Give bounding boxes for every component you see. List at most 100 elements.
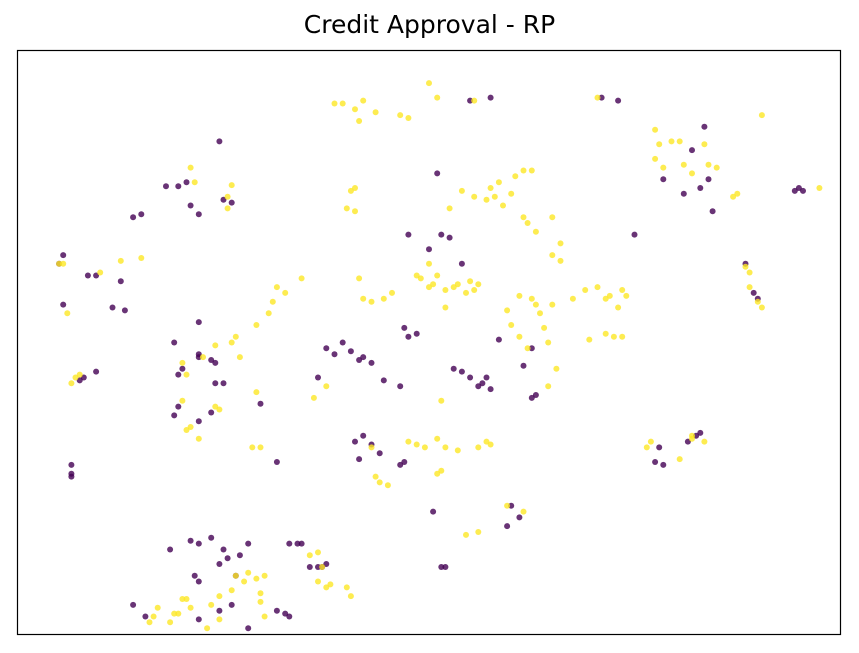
scatter-point-s0-37 xyxy=(257,400,264,407)
scatter-point-s1-131 xyxy=(405,438,412,445)
scatter-point-s1-60 xyxy=(64,310,71,317)
scatter-point-s0-70 xyxy=(487,386,494,393)
scatter-point-s1-1 xyxy=(434,94,441,101)
scatter-point-s1-3 xyxy=(331,100,338,107)
scatter-point-s0-58 xyxy=(397,461,404,468)
scatter-point-s0-2 xyxy=(175,183,182,190)
scatter-point-s0-65 xyxy=(450,365,457,372)
scatter-point-s1-15 xyxy=(668,138,675,145)
scatter-point-s1-19 xyxy=(689,170,695,177)
scatter-point-s1-134 xyxy=(434,435,441,442)
scatter-point-s1-25 xyxy=(734,190,741,197)
scatter-point-s0-109 xyxy=(187,537,194,544)
scatter-point-s1-148 xyxy=(504,502,511,509)
scatter-point-s1-69 xyxy=(212,342,219,349)
scatter-point-s0-7 xyxy=(228,199,235,206)
plot-frame xyxy=(16,49,842,636)
scatter-point-s1-105 xyxy=(606,292,613,299)
scatter-point-s0-102 xyxy=(656,444,663,451)
scatter-point-s0-13 xyxy=(93,272,100,279)
scatter-point-s1-114 xyxy=(524,345,531,352)
scatter-point-s0-15 xyxy=(109,304,116,311)
scatter-point-s1-146 xyxy=(553,365,560,372)
scatter-point-s0-33 xyxy=(171,412,178,419)
scatter-point-s1-42 xyxy=(491,193,498,200)
scatter-point-s0-122 xyxy=(323,561,330,567)
scatter-point-s1-118 xyxy=(68,380,75,387)
scatter-point-s1-45 xyxy=(512,173,519,180)
scatter-point-s0-92 xyxy=(709,208,716,215)
scatter-point-s1-52 xyxy=(557,240,564,247)
scatter-point-s0-118 xyxy=(298,540,305,547)
scatter-point-s0-91 xyxy=(705,176,712,183)
scatter-point-s0-71 xyxy=(475,383,482,390)
scatter-point-s1-44 xyxy=(508,190,515,197)
scatter-point-s0-31 xyxy=(195,319,202,326)
scatter-point-s1-74 xyxy=(356,275,363,282)
scatter-point-s1-178 xyxy=(204,625,211,632)
scatter-point-s0-115 xyxy=(245,540,252,547)
scatter-point-s1-28 xyxy=(191,179,198,186)
scatter-point-s1-43 xyxy=(500,202,506,209)
scatter-point-s1-133 xyxy=(421,444,428,451)
scatter-point-s0-50 xyxy=(405,333,412,340)
scatter-point-s0-110 xyxy=(195,540,202,547)
scatter-point-s1-41 xyxy=(495,179,502,186)
scatter-point-s0-53 xyxy=(352,438,358,445)
scatter-point-s1-24 xyxy=(730,193,737,200)
scatter-point-s1-37 xyxy=(458,187,465,194)
scatter-point-s0-72 xyxy=(495,336,502,343)
scatter-point-s0-83 xyxy=(467,97,474,104)
scatter-point-s1-188 xyxy=(758,304,765,311)
scatter-point-s1-152 xyxy=(306,552,313,559)
scatter-point-s0-21 xyxy=(68,461,75,468)
scatter-point-s0-93 xyxy=(697,185,704,191)
scatter-point-s1-162 xyxy=(253,575,260,582)
scatter-point-s0-67 xyxy=(467,374,474,381)
scatter-point-s0-35 xyxy=(212,380,219,387)
scatter-point-s1-58 xyxy=(117,257,124,264)
scatter-point-s1-29 xyxy=(228,182,235,189)
scatter-point-s1-62 xyxy=(298,275,305,282)
scatter-point-s1-135 xyxy=(442,444,449,451)
scatter-point-s0-129 xyxy=(228,601,235,608)
scatter-point-s1-68 xyxy=(228,339,235,346)
scatter-point-s0-18 xyxy=(93,368,100,375)
scatter-point-s0-97 xyxy=(750,289,757,296)
scatter-point-s1-125 xyxy=(187,424,194,430)
scatter-point-s0-82 xyxy=(438,564,445,570)
scatter-point-s0-85 xyxy=(598,94,605,101)
scatter-point-s1-183 xyxy=(643,444,650,451)
scatter-point-s1-132 xyxy=(413,441,420,448)
scatter-point-s1-115 xyxy=(545,339,552,346)
scatter-point-s1-89 xyxy=(467,278,474,285)
scatter-point-s1-94 xyxy=(504,307,511,314)
scatter-point-s1-80 xyxy=(417,275,424,282)
scatter-point-s1-158 xyxy=(343,584,350,591)
scatter-point-s1-72 xyxy=(183,371,190,378)
scatter-point-s1-39 xyxy=(487,185,494,191)
scatter-point-s1-51 xyxy=(549,214,556,221)
scatter-point-s0-64 xyxy=(458,260,465,267)
scatter-point-s0-27 xyxy=(175,371,182,378)
scatter-point-s0-66 xyxy=(458,368,465,375)
scatter-point-s1-172 xyxy=(175,610,182,617)
scatter-point-s0-77 xyxy=(516,514,523,521)
scatter-point-s1-23 xyxy=(660,164,667,171)
scatter-point-s0-112 xyxy=(216,561,223,567)
scatter-point-s0-9 xyxy=(138,211,145,218)
scatter-point-s0-78 xyxy=(508,502,515,509)
scatter-point-s0-134 xyxy=(220,546,227,553)
scatter-point-s1-165 xyxy=(241,578,248,585)
scatter-point-s1-179 xyxy=(216,616,223,623)
scatter-point-s1-17 xyxy=(701,141,708,148)
scatter-point-s1-167 xyxy=(216,593,223,600)
scatter-point-s1-109 xyxy=(586,336,593,343)
scatter-point-s1-65 xyxy=(265,310,272,317)
scatter-point-s1-73 xyxy=(236,354,243,361)
scatter-point-s1-184 xyxy=(676,456,683,463)
scatter-point-s1-137 xyxy=(475,444,482,451)
scatter-point-s1-50 xyxy=(532,228,539,235)
scatter-point-s1-174 xyxy=(154,604,161,611)
scatter-point-s1-128 xyxy=(249,444,256,451)
